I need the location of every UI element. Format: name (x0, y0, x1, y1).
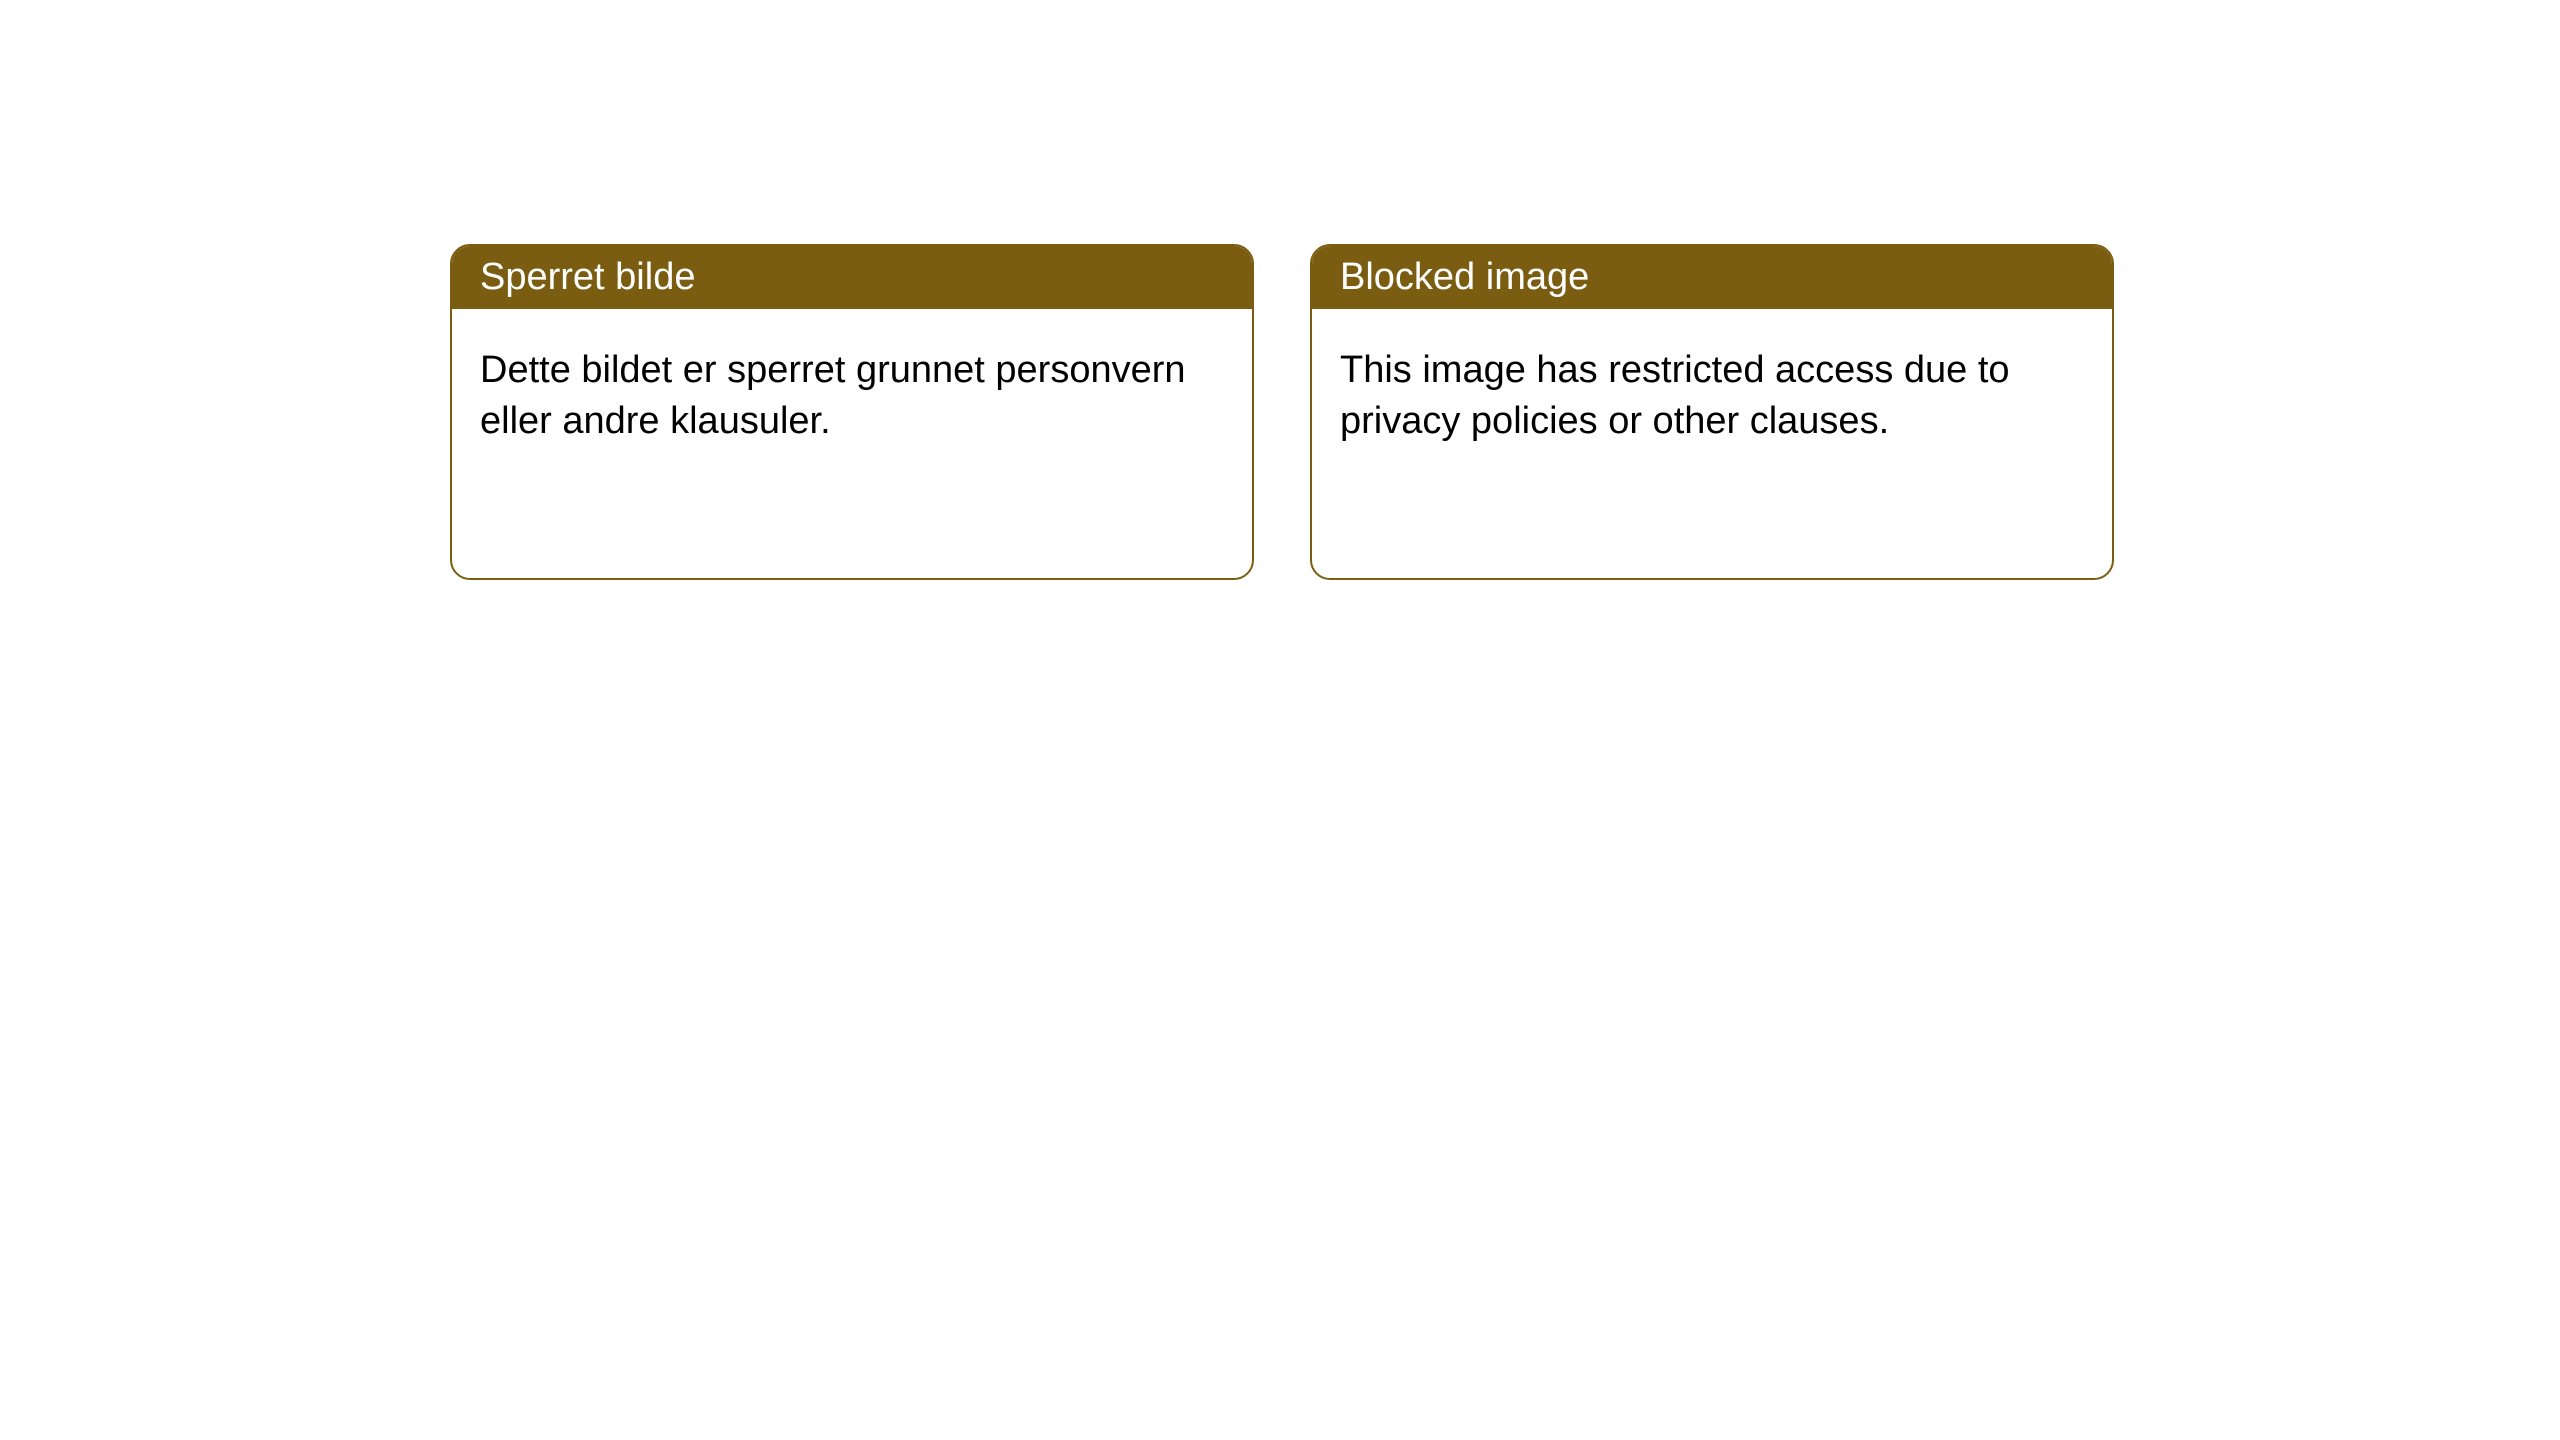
card-title: Blocked image (1340, 256, 1589, 298)
card-body-text: This image has restricted access due to … (1340, 349, 2010, 442)
notice-card-norwegian: Sperret bilde Dette bildet er sperret gr… (450, 244, 1254, 580)
card-body: This image has restricted access due to … (1312, 309, 2112, 484)
notice-container: Sperret bilde Dette bildet er sperret gr… (0, 0, 2560, 580)
card-body-text: Dette bildet er sperret grunnet personve… (480, 349, 1186, 442)
card-body: Dette bildet er sperret grunnet personve… (452, 309, 1252, 484)
card-title: Sperret bilde (480, 256, 695, 298)
card-header: Sperret bilde (452, 246, 1252, 309)
notice-card-english: Blocked image This image has restricted … (1310, 244, 2114, 580)
card-header: Blocked image (1312, 246, 2112, 309)
